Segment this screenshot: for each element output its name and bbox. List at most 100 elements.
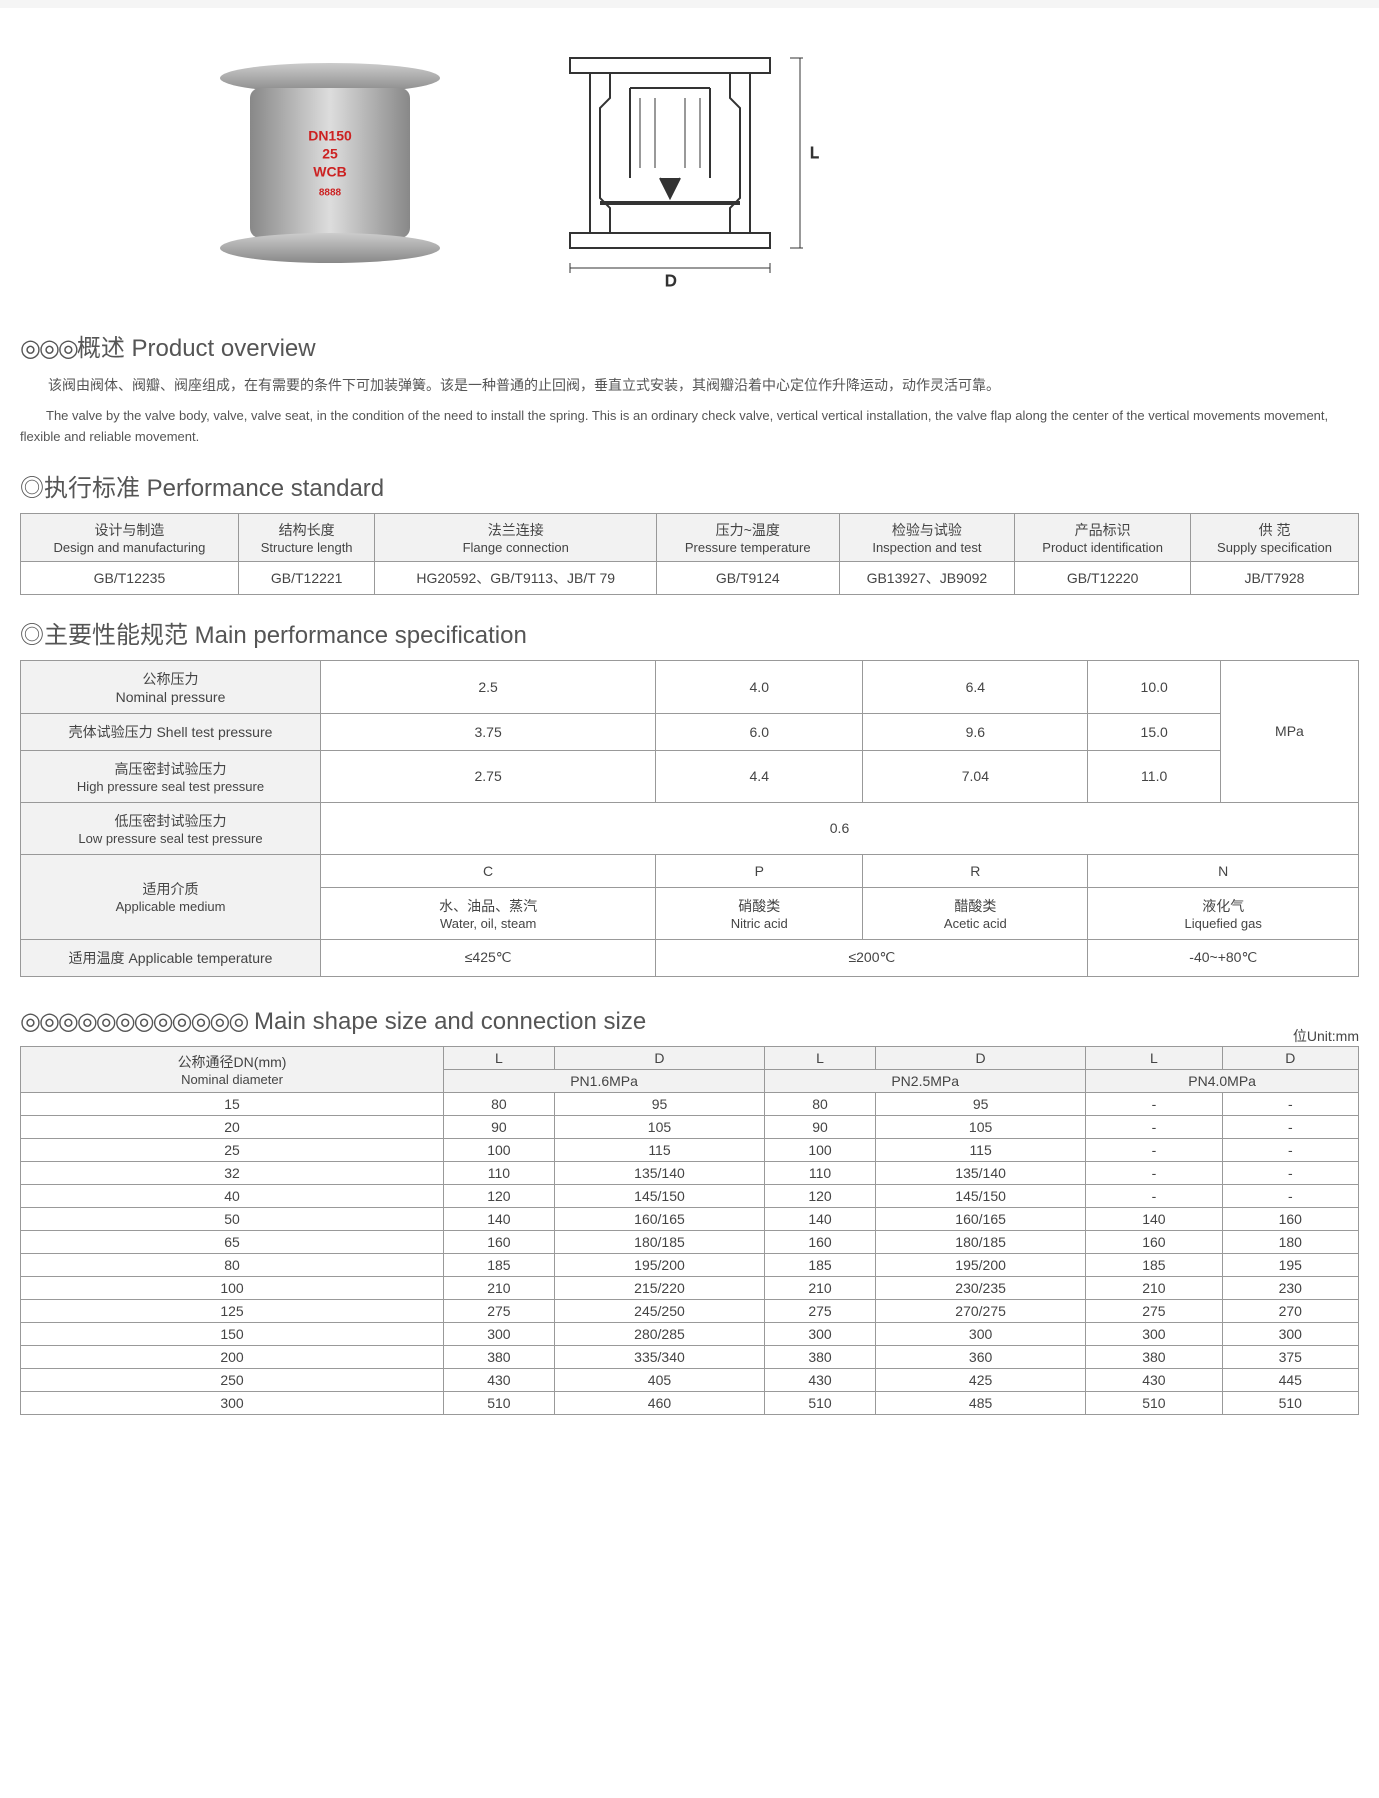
size-cell: 275: [1086, 1299, 1222, 1322]
spec-row-shell: 壳体试验压力 Shell test pressure: [21, 713, 321, 750]
size-cell: 140: [765, 1207, 876, 1230]
size-dn: 100: [21, 1276, 444, 1299]
size-cell: -: [1222, 1161, 1358, 1184]
size-cell: 90: [765, 1115, 876, 1138]
perf-value: GB/T12235: [21, 561, 239, 594]
spec-heading: ◎主要性能规范 Main performance specification: [20, 615, 1359, 650]
size-cell: -: [1086, 1184, 1222, 1207]
size-row: 300510460510485510510: [21, 1391, 1359, 1414]
size-cell: 195/200: [875, 1253, 1085, 1276]
size-cell: 510: [1086, 1391, 1222, 1414]
size-dn: 20: [21, 1115, 444, 1138]
size-cell: 120: [765, 1184, 876, 1207]
perf-header: 供 范Supply specification: [1191, 513, 1359, 561]
overview-heading: ◎◎◎概述 Product overview: [20, 328, 1359, 363]
size-cell: 405: [554, 1368, 764, 1391]
perf-header: 结构长度Structure length: [238, 513, 375, 561]
size-cell: 380: [444, 1345, 555, 1368]
unit-label: 位Unit:mm: [1293, 1026, 1359, 1046]
size-cell: 430: [765, 1368, 876, 1391]
perf-value: HG20592、GB/T9113、JB/T 79: [375, 561, 657, 594]
size-cell: -: [1222, 1184, 1358, 1207]
size-heading: ◎◎◎◎◎◎◎◎◎◎◎◎ Main shape size and connect…: [20, 1007, 646, 1036]
size-dn: 300: [21, 1391, 444, 1414]
size-cell: 275: [444, 1299, 555, 1322]
spec-row-high: 高压密封试验压力High pressure seal test pressure: [21, 750, 321, 802]
performance-heading: ◎执行标准 Performance standard: [20, 468, 1359, 503]
size-cell: 105: [875, 1115, 1085, 1138]
size-row: 200380335/340380360380375: [21, 1345, 1359, 1368]
size-cell: -: [1222, 1115, 1358, 1138]
size-cell: 375: [1222, 1345, 1358, 1368]
size-cell: 210: [1086, 1276, 1222, 1299]
size-cell: 430: [1086, 1368, 1222, 1391]
size-dn: 32: [21, 1161, 444, 1184]
size-cell: 300: [1086, 1322, 1222, 1345]
valve-text-4: 8888: [319, 187, 341, 198]
size-cell: 430: [444, 1368, 555, 1391]
valve-text-3: WCB: [313, 164, 346, 180]
size-cell: 180/185: [554, 1230, 764, 1253]
size-cell: 230/235: [875, 1276, 1085, 1299]
size-cell: 510: [1222, 1391, 1358, 1414]
size-cell: 115: [554, 1138, 764, 1161]
size-dn: 40: [21, 1184, 444, 1207]
perf-header: 法兰连接Flange connection: [375, 513, 657, 561]
overview-cn: 该阀由阀体、阀瓣、阀座组成，在有需要的条件下可加装弹簧。该是一种普通的止回阀，垂…: [20, 373, 1359, 398]
size-cell: 160: [444, 1230, 555, 1253]
size-cell: 270: [1222, 1299, 1358, 1322]
size-row: 1580958095--: [21, 1092, 1359, 1115]
spec-row-medium: 适用介质Applicable medium: [21, 854, 321, 939]
size-cell: 100: [765, 1138, 876, 1161]
size-cell: 485: [875, 1391, 1085, 1414]
size-cell: 215/220: [554, 1276, 764, 1299]
performance-table: 设计与制造Design and manufacturing结构长度Structu…: [20, 513, 1359, 595]
size-cell: 300: [1222, 1322, 1358, 1345]
size-cell: -: [1086, 1138, 1222, 1161]
spec-table: 公称压力 Nominal pressure 2.5 4.0 6.4 10.0 M…: [20, 660, 1359, 977]
size-cell: 380: [765, 1345, 876, 1368]
size-row: 209010590105--: [21, 1115, 1359, 1138]
size-cell: 100: [444, 1138, 555, 1161]
size-cell: 160: [1086, 1230, 1222, 1253]
valve-text-2: 25: [322, 146, 338, 162]
size-row: 40120145/150120145/150--: [21, 1184, 1359, 1207]
size-row: 50140160/165140160/165140160: [21, 1207, 1359, 1230]
size-cell: 210: [444, 1276, 555, 1299]
size-dn: 65: [21, 1230, 444, 1253]
size-cell: 360: [875, 1345, 1085, 1368]
size-cell: -: [1086, 1092, 1222, 1115]
size-cell: 510: [444, 1391, 555, 1414]
size-cell: 300: [765, 1322, 876, 1345]
perf-header: 压力~温度Pressure temperature: [656, 513, 839, 561]
size-cell: 210: [765, 1276, 876, 1299]
valve-photo: DN150 25 WCB 8888: [220, 38, 440, 288]
size-cell: 445: [1222, 1368, 1358, 1391]
size-cell: 80: [765, 1092, 876, 1115]
size-cell: 185: [444, 1253, 555, 1276]
size-row: 80185195/200185195/200185195: [21, 1253, 1359, 1276]
valve-markings: DN150 25 WCB 8888: [308, 127, 352, 200]
size-cell: -: [1222, 1092, 1358, 1115]
diagram-d-label: D: [665, 273, 677, 288]
valve-diagram: L D: [540, 38, 820, 288]
size-cell: 80: [444, 1092, 555, 1115]
size-row: 65160180/185160180/185160180: [21, 1230, 1359, 1253]
size-cell: 160/165: [875, 1207, 1085, 1230]
image-row: DN150 25 WCB 8888 L D: [20, 38, 1359, 288]
size-cell: 300: [444, 1322, 555, 1345]
size-cell: 90: [444, 1115, 555, 1138]
size-row: 25100115100115--: [21, 1138, 1359, 1161]
size-cell: 140: [1086, 1207, 1222, 1230]
size-cell: 160: [1222, 1207, 1358, 1230]
size-cell: 140: [444, 1207, 555, 1230]
size-cell: 105: [554, 1115, 764, 1138]
size-cell: 185: [765, 1253, 876, 1276]
size-row: 32110135/140110135/140--: [21, 1161, 1359, 1184]
size-cell: 245/250: [554, 1299, 764, 1322]
size-cell: -: [1086, 1115, 1222, 1138]
size-cell: 180: [1222, 1230, 1358, 1253]
perf-value: GB/T12220: [1015, 561, 1191, 594]
spec-row-temp: 适用温度 Applicable temperature: [21, 939, 321, 976]
size-cell: 180/185: [875, 1230, 1085, 1253]
